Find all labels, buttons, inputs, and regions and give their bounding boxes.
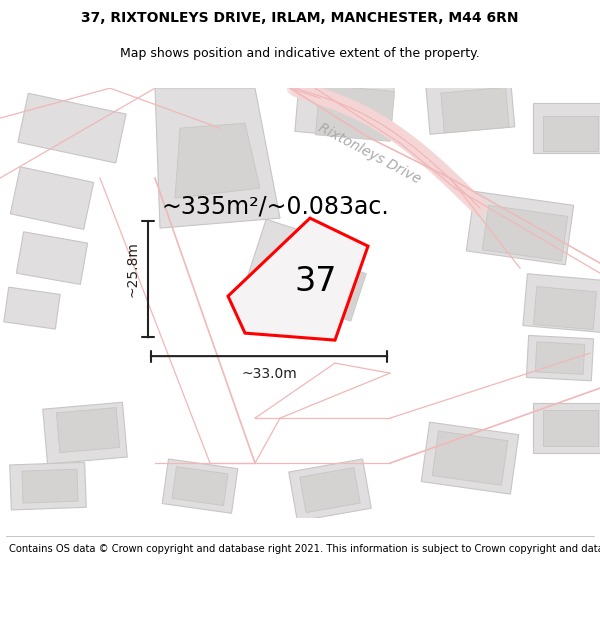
Polygon shape: [16, 232, 88, 284]
Polygon shape: [295, 67, 395, 139]
Polygon shape: [533, 403, 600, 453]
Polygon shape: [4, 287, 60, 329]
Text: ~33.0m: ~33.0m: [241, 367, 297, 381]
Text: 37: 37: [294, 265, 337, 298]
Polygon shape: [421, 422, 519, 494]
Polygon shape: [243, 219, 347, 317]
Polygon shape: [466, 191, 574, 265]
Text: 37, RIXTONLEYS DRIVE, IRLAM, MANCHESTER, M44 6RN: 37, RIXTONLEYS DRIVE, IRLAM, MANCHESTER,…: [81, 11, 519, 26]
Text: Map shows position and indicative extent of the property.: Map shows position and indicative extent…: [120, 47, 480, 59]
Polygon shape: [432, 431, 508, 485]
Text: ~25.8m: ~25.8m: [126, 241, 140, 297]
Text: Contains OS data © Crown copyright and database right 2021. This information is : Contains OS data © Crown copyright and d…: [9, 544, 600, 554]
Polygon shape: [172, 467, 228, 506]
Polygon shape: [56, 408, 119, 452]
Polygon shape: [294, 255, 366, 321]
Polygon shape: [10, 462, 86, 510]
Polygon shape: [43, 402, 127, 464]
Polygon shape: [300, 468, 360, 512]
Polygon shape: [228, 218, 368, 340]
Polygon shape: [289, 459, 371, 521]
Text: Rixtonleys Drive: Rixtonleys Drive: [316, 120, 424, 186]
Polygon shape: [482, 205, 568, 261]
Polygon shape: [523, 274, 600, 332]
Polygon shape: [533, 103, 600, 153]
Polygon shape: [526, 336, 593, 381]
Polygon shape: [535, 342, 585, 374]
Polygon shape: [22, 469, 78, 503]
Polygon shape: [542, 410, 598, 446]
Polygon shape: [316, 85, 395, 141]
Polygon shape: [175, 123, 260, 198]
Polygon shape: [155, 88, 280, 228]
Polygon shape: [162, 459, 238, 513]
Polygon shape: [10, 167, 94, 229]
Polygon shape: [533, 287, 596, 329]
Polygon shape: [18, 93, 126, 163]
Polygon shape: [441, 88, 509, 133]
Text: ~335m²/~0.083ac.: ~335m²/~0.083ac.: [162, 194, 390, 218]
Polygon shape: [425, 72, 515, 134]
Polygon shape: [542, 116, 598, 151]
